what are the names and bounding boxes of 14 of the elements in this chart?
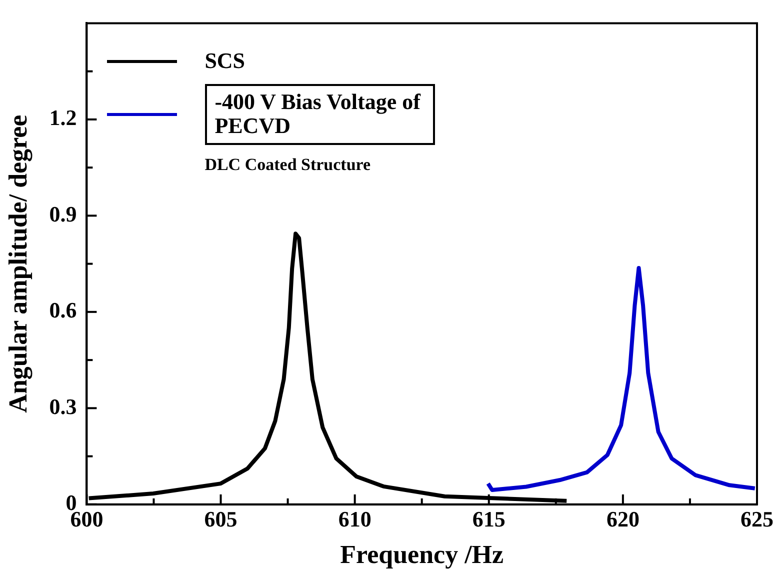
y-tick-label: 0.6 <box>49 298 77 323</box>
x-tick-label: 615 <box>472 506 506 532</box>
legend-label: SCS <box>204 48 246 74</box>
y-axis-title: Angular amplitude/ degree <box>3 114 32 413</box>
x-axis-title: Frequency /Hz <box>340 540 504 570</box>
y-tick-label: 1.2 <box>49 105 77 130</box>
annotation: DLC Coated Structure <box>204 154 372 175</box>
x-tick-label: 605 <box>204 506 238 532</box>
x-tick-label: 625 <box>740 506 774 532</box>
legend-label: -400 V Bias Voltage of PECVD <box>204 84 435 145</box>
y-tick-label: 0.9 <box>49 201 77 226</box>
x-tick-label: 610 <box>338 506 372 532</box>
y-tick-label: 0.3 <box>49 394 77 419</box>
x-tick-label: 620 <box>606 506 640 532</box>
